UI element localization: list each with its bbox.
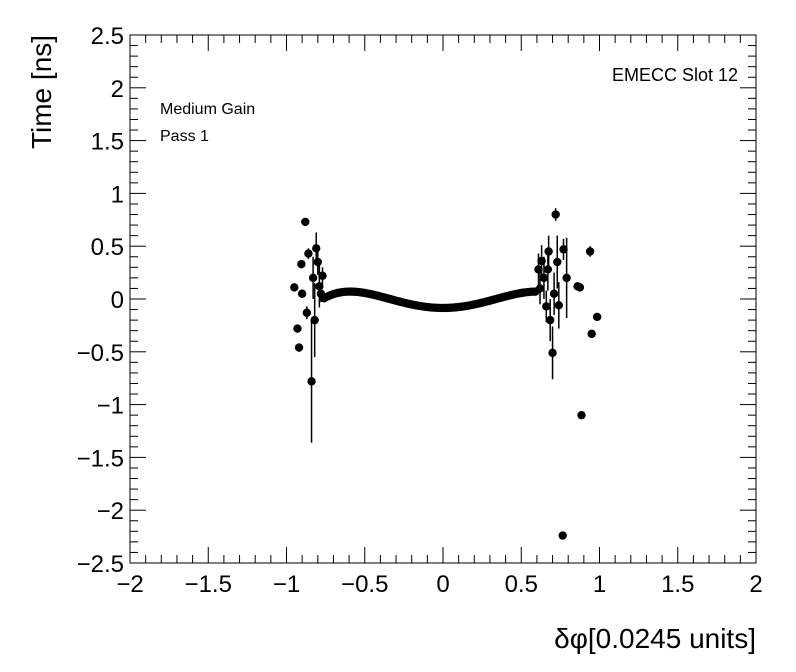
y-tick-label: 0 [111, 287, 124, 314]
x-tick-label: −0.5 [341, 571, 388, 598]
data-point [294, 343, 304, 352]
slot-annotation: EMECC Slot 12 [612, 65, 738, 85]
data-point [534, 265, 543, 274]
data-point [553, 257, 562, 267]
x-tick-label: 1.5 [661, 571, 694, 598]
data-point [313, 257, 322, 267]
data-point [301, 217, 310, 227]
y-axis-label: Time [ns] [26, 35, 57, 149]
axis-tick-labels: −2 −1.5 −1 −0.5 0 0.5 1 1.5 2−2.5−2−1.5−1−0.500.… [77, 23, 763, 598]
data-point [307, 377, 316, 386]
data-point [290, 283, 299, 292]
data-points [290, 208, 602, 540]
y-tick-label: 1 [111, 181, 124, 208]
data-point [577, 410, 586, 420]
data-point [549, 289, 559, 298]
data-point [297, 259, 306, 269]
data-point [562, 273, 571, 283]
data-point [308, 273, 318, 283]
y-tick-label: −2.5 [77, 551, 124, 578]
pass-annotation: Pass 1 [160, 128, 209, 145]
y-tick-label: −2 [97, 498, 124, 525]
data-point [539, 273, 549, 283]
y-tick-label: 0.5 [91, 234, 124, 261]
x-tick-label: −2 [116, 571, 143, 598]
y-tick-label: −0.5 [77, 340, 124, 367]
data-point [554, 301, 564, 310]
data-point [548, 348, 557, 358]
x-tick-label: −1 [273, 571, 300, 598]
data-point [543, 265, 553, 274]
data-point [302, 308, 312, 317]
data-point [535, 284, 545, 293]
data-point [592, 312, 602, 322]
data-point [316, 289, 326, 298]
gain-annotation: Medium Gain [160, 101, 255, 118]
y-tick-label: 2.5 [91, 23, 124, 50]
data-point [585, 247, 595, 256]
data-point [304, 249, 313, 258]
x-tick-label: 1 [593, 571, 606, 598]
data-point [318, 271, 327, 280]
x-tick-label: 0 [436, 571, 449, 598]
data-point [559, 245, 568, 254]
axis-ticks [129, 34, 757, 564]
data-point [558, 531, 567, 540]
x-tick-label: −1.5 [185, 571, 232, 598]
data-point [297, 289, 307, 298]
x-tick-label: 0.5 [505, 571, 538, 598]
x-axis-label: δφ[0.0245 units] [554, 623, 756, 654]
data-point [293, 324, 302, 333]
data-point [542, 302, 551, 311]
data-point [587, 329, 596, 339]
x-tick-label: 2 [749, 571, 762, 598]
y-tick-label: −1 [97, 393, 124, 420]
data-point [312, 244, 321, 253]
data-point [310, 315, 319, 325]
data-point [575, 283, 585, 292]
y-tick-label: 1.5 [91, 129, 124, 156]
data-point [551, 210, 560, 219]
y-tick-label: 2 [111, 76, 124, 103]
data-point [546, 315, 555, 325]
data-point [544, 247, 553, 256]
y-tick-label: −1.5 [77, 445, 124, 472]
